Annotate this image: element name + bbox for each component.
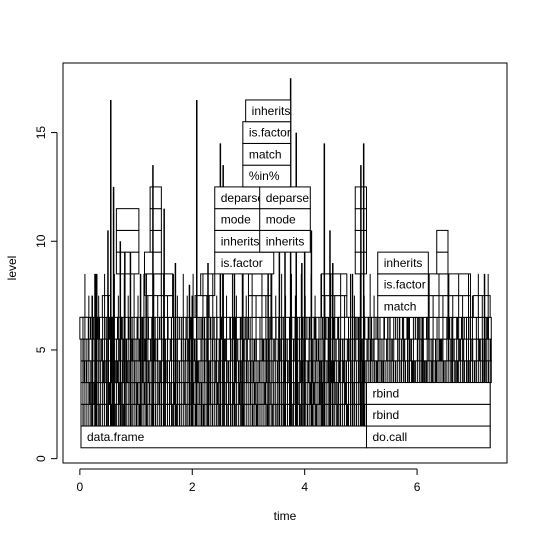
flame-frame (178, 360, 186, 384)
flame-frame (160, 273, 174, 297)
y-tick-label: 5 (34, 346, 48, 353)
frame-label: inherits (221, 234, 260, 248)
frame-label: is.factor (249, 126, 291, 140)
flame-frame (379, 338, 388, 362)
frame-label: data.frame (87, 430, 145, 444)
frame-label: inherits (384, 256, 423, 270)
frame-label: inherits (252, 104, 291, 118)
flame-frame (422, 338, 430, 362)
flame-frame (472, 295, 491, 318)
x-axis: 0 2 4 6 (77, 468, 421, 494)
flame-frame (115, 208, 140, 231)
flame-frame-labeled (245, 99, 292, 123)
flame-frame (291, 316, 296, 340)
frame-label: deparse (266, 191, 310, 205)
flame-frame (436, 229, 449, 253)
flame-frame (160, 295, 174, 318)
y-tick-label: 0 (34, 455, 48, 462)
flame-frame (436, 251, 449, 275)
y-tick-label: 10 (34, 234, 48, 248)
flame-frame (447, 295, 471, 318)
x-axis-title: time (274, 509, 297, 523)
flame-frame (149, 208, 162, 231)
flame-frame (173, 316, 180, 340)
flame-frame (457, 316, 462, 340)
frame-label: inherits (266, 234, 305, 248)
frame-label: deparse (221, 191, 265, 205)
frame-label: match (384, 299, 417, 313)
frame-label: %in% (249, 169, 280, 183)
x-tick-label: 2 (189, 480, 196, 494)
flame-frame (364, 360, 371, 384)
frame-label: is.factor (384, 278, 426, 292)
flame-frame (389, 316, 397, 340)
flame-frame (273, 338, 279, 362)
flame-frame (155, 403, 162, 427)
x-tick-label: 4 (301, 480, 308, 494)
flame-frame (149, 229, 162, 253)
flame-frame (395, 360, 402, 384)
flame-frame (342, 338, 348, 362)
frame-label: rbind (372, 408, 399, 422)
flame-frame (226, 403, 233, 427)
flame-frame (427, 316, 449, 340)
flame-frame (427, 273, 449, 297)
flame-frame (149, 186, 162, 210)
flame-frame (420, 316, 428, 340)
frame-label: match (249, 147, 282, 161)
flame-frame (167, 316, 172, 340)
flame-frame (427, 295, 449, 318)
flame-frame (324, 338, 329, 362)
flame-frame (304, 338, 310, 362)
labeled-frames: data.frame do.callrbindrbindis.factorinhe… (80, 99, 491, 449)
flame-frame (175, 338, 183, 362)
flame-frame (271, 360, 279, 384)
frame-label: mode (221, 213, 251, 227)
flame-frame (487, 316, 492, 340)
flame-frame (490, 338, 492, 362)
frame-label: do.call (372, 430, 407, 444)
flame-frame (101, 295, 112, 318)
flame-frame (224, 382, 231, 405)
flame-frame (302, 360, 310, 384)
flame-frame (447, 273, 471, 297)
frame-label: rbind (372, 386, 399, 400)
plot-frame (62, 62, 508, 464)
flame-frame (86, 360, 93, 384)
flame-frame (391, 338, 399, 362)
y-tick-label: 15 (34, 126, 48, 140)
flame-frame (79, 316, 89, 340)
frame-label: mode (266, 213, 296, 227)
y-axis: 0 5 10 15 (34, 126, 58, 462)
flame-frame-labeled (377, 251, 429, 275)
flame-frame (321, 273, 348, 297)
x-tick-label: 6 (414, 480, 421, 494)
flame-frame (144, 382, 151, 405)
flame-frame (335, 338, 341, 362)
y-axis-title: level (5, 256, 19, 281)
flame-frame (383, 316, 389, 340)
flame-frame (353, 382, 361, 405)
flame-frame (113, 338, 121, 362)
flame-frame (82, 338, 90, 362)
flame-frame (404, 338, 410, 362)
flame-frame-labeled (365, 382, 491, 405)
frame-label: is.factor (221, 256, 263, 270)
x-tick-label: 0 (77, 480, 84, 494)
